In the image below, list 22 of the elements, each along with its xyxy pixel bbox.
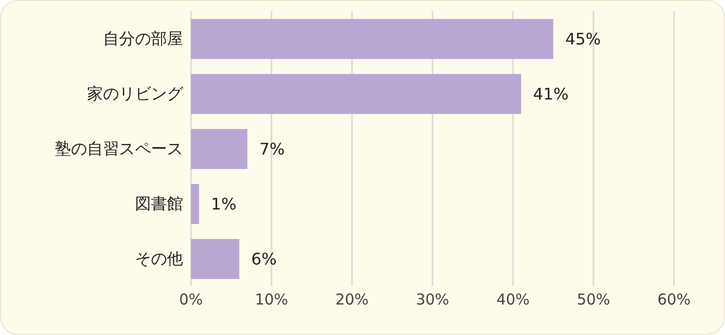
y-tick-label: 家のリビング xyxy=(87,84,184,104)
bar xyxy=(191,129,248,169)
bar xyxy=(191,74,522,114)
x-tick-label: 30% xyxy=(416,290,450,309)
data-label: 45% xyxy=(565,30,601,49)
bar xyxy=(191,184,200,224)
x-tick-label: 60% xyxy=(657,290,691,309)
x-tick-label: 0% xyxy=(179,290,203,309)
data-label: 7% xyxy=(259,140,285,159)
x-tick-label: 20% xyxy=(335,290,369,309)
y-tick-label: その他 xyxy=(135,249,183,268)
y-tick-label: 塾の自習スペース xyxy=(55,139,183,158)
bar xyxy=(191,239,240,279)
y-tick-label: 自分の部屋 xyxy=(103,29,183,48)
y-tick-label: 図書館 xyxy=(135,194,183,214)
x-tick-label: 10% xyxy=(254,290,288,309)
x-tick-label: 50% xyxy=(576,290,610,309)
bar xyxy=(191,19,554,59)
x-tick-label: 40% xyxy=(496,290,530,309)
data-label: 41% xyxy=(533,84,569,104)
data-label: 6% xyxy=(251,250,277,269)
data-label: 1% xyxy=(211,194,236,214)
